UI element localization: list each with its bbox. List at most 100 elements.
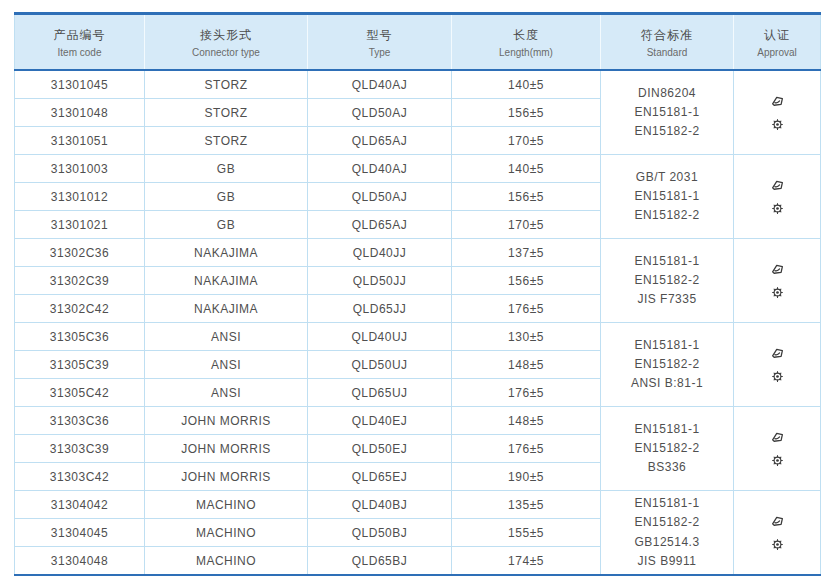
length-cell: 140±5 [452, 155, 601, 183]
item-code-cell: 31305C39 [15, 351, 145, 379]
item-code-cell: 31301051 [15, 127, 145, 155]
standard-cell: DIN86204EN15181-1EN15182-2 [601, 70, 734, 155]
column-header-connector-type: 接头形式 Connector type [145, 14, 308, 71]
connector-type-cell: NAKAJIMA [145, 295, 308, 323]
length-cell: 176±5 [452, 435, 601, 463]
column-header-type: 型号 Type [308, 14, 452, 71]
column-header-approval: 认证 Approval [734, 14, 821, 71]
table-body: 31301045STORZQLD40AJ140±5DIN86204EN15181… [15, 70, 821, 575]
connector-type-cell: MACHINO [145, 519, 308, 547]
rosette-seal-icon [771, 370, 784, 383]
standard-cell: EN15181-1EN15182-2BS336 [601, 407, 734, 491]
approval-cell [734, 323, 821, 407]
item-code-cell: 31302C39 [15, 267, 145, 295]
type-cell: QLD65BJ [308, 547, 452, 576]
length-cell: 156±5 [452, 99, 601, 127]
approval-cell [734, 70, 821, 155]
product-spec-page: 产品编号 Item code 接头形式 Connector type 型号 Ty… [0, 0, 830, 577]
standard-line: EN15182-2 [603, 206, 731, 225]
stamp-logo-icon [770, 346, 785, 361]
header-label-zh: 符合标准 [603, 27, 731, 44]
product-spec-table: 产品编号 Item code 接头形式 Connector type 型号 Ty… [14, 12, 821, 576]
item-code-cell: 31301048 [15, 99, 145, 127]
connector-type-cell: ANSI [145, 379, 308, 407]
rosette-seal-icon [771, 454, 784, 467]
connector-type-cell: NAKAJIMA [145, 239, 308, 267]
length-cell: 170±5 [452, 127, 601, 155]
length-cell: 135±5 [452, 491, 601, 519]
standard-line: EN15181-1 [603, 420, 731, 439]
approval-icons [736, 262, 818, 299]
length-cell: 137±5 [452, 239, 601, 267]
item-code-cell: 31302C36 [15, 239, 145, 267]
item-code-cell: 31304042 [15, 491, 145, 519]
standard-line: JIS B9911 [603, 552, 731, 571]
table-row: 31304042MACHINOQLD40BJ135±5EN15181-1EN15… [15, 491, 821, 519]
standard-line: EN15182-2 [603, 122, 731, 141]
table-row: 31302C36NAKAJIMAQLD40JJ137±5EN15181-1EN1… [15, 239, 821, 267]
table-row: 31301003GBQLD40AJ140±5GB/T 2031EN15181-1… [15, 155, 821, 183]
type-cell: QLD50JJ [308, 267, 452, 295]
header-label-en: Item code [17, 47, 142, 58]
type-cell: QLD40JJ [308, 239, 452, 267]
standard-line: EN15181-1 [603, 252, 731, 271]
table-row: 31303C36JOHN MORRISQLD40EJ148±5EN15181-1… [15, 407, 821, 435]
table-row: 31305C36ANSIQLD40UJ130±5EN15181-1EN15182… [15, 323, 821, 351]
standard-cell: EN15181-1EN15182-2ANSI B:81-1 [601, 323, 734, 407]
standard-line: ANSI B:81-1 [603, 374, 731, 393]
length-cell: 156±5 [452, 183, 601, 211]
approval-icons [736, 430, 818, 467]
item-code-cell: 31304045 [15, 519, 145, 547]
approval-cell [734, 407, 821, 491]
header-label-zh: 型号 [310, 27, 449, 44]
item-code-cell: 31301045 [15, 70, 145, 99]
approval-cell [734, 155, 821, 239]
type-cell: QLD65EJ [308, 463, 452, 491]
item-code-cell: 31305C42 [15, 379, 145, 407]
approval-cell [734, 491, 821, 576]
type-cell: QLD40UJ [308, 323, 452, 351]
connector-type-cell: MACHINO [145, 547, 308, 576]
connector-type-cell: ANSI [145, 323, 308, 351]
length-cell: 148±5 [452, 407, 601, 435]
standard-line: EN15182-2 [603, 271, 731, 290]
type-cell: QLD65AJ [308, 127, 452, 155]
type-cell: QLD50UJ [308, 351, 452, 379]
standard-line: EN15181-1 [603, 103, 731, 122]
connector-type-cell: ANSI [145, 351, 308, 379]
item-code-cell: 31305C36 [15, 323, 145, 351]
length-cell: 176±5 [452, 379, 601, 407]
item-code-cell: 31303C39 [15, 435, 145, 463]
header-label-en: Length(mm) [454, 47, 598, 58]
standard-cell: EN15181-1EN15182-2GB12514.3JIS B9911 [601, 491, 734, 576]
header-row: 产品编号 Item code 接头形式 Connector type 型号 Ty… [15, 14, 821, 71]
stamp-logo-icon [770, 262, 785, 277]
type-cell: QLD65UJ [308, 379, 452, 407]
connector-type-cell: NAKAJIMA [145, 267, 308, 295]
connector-type-cell: GB [145, 183, 308, 211]
standard-line: EN15181-1 [603, 494, 731, 513]
length-cell: 148±5 [452, 351, 601, 379]
header-label-zh: 长度 [454, 27, 598, 44]
connector-type-cell: JOHN MORRIS [145, 463, 308, 491]
item-code-cell: 31304048 [15, 547, 145, 576]
approval-icons [736, 514, 818, 551]
header-label-en: Connector type [147, 47, 305, 58]
type-cell: QLD40AJ [308, 155, 452, 183]
length-cell: 190±5 [452, 463, 601, 491]
column-header-length: 长度 Length(mm) [452, 14, 601, 71]
rosette-seal-icon [771, 202, 784, 215]
length-cell: 130±5 [452, 323, 601, 351]
type-cell: QLD50BJ [308, 519, 452, 547]
item-code-cell: 31302C42 [15, 295, 145, 323]
standard-line: JIS F7335 [603, 290, 731, 309]
standard-line: BS336 [603, 458, 731, 477]
item-code-cell: 31303C36 [15, 407, 145, 435]
type-cell: QLD50AJ [308, 183, 452, 211]
type-cell: QLD40EJ [308, 407, 452, 435]
type-cell: QLD50EJ [308, 435, 452, 463]
type-cell: QLD40AJ [308, 70, 452, 99]
connector-type-cell: GB [145, 155, 308, 183]
header-label-en: Type [310, 47, 449, 58]
connector-type-cell: STORZ [145, 99, 308, 127]
